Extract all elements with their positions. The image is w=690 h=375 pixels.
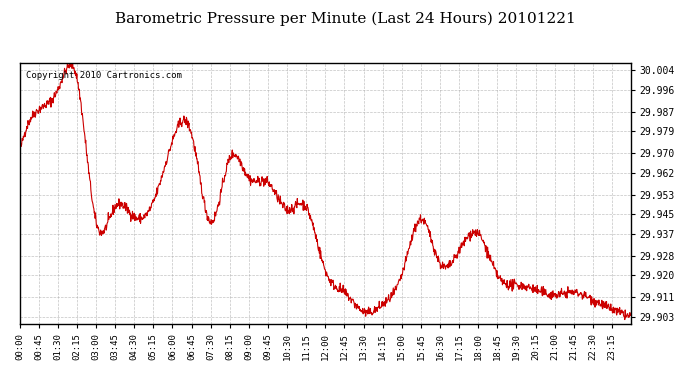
Text: Copyright 2010 Cartronics.com: Copyright 2010 Cartronics.com xyxy=(26,71,181,80)
Text: Barometric Pressure per Minute (Last 24 Hours) 20101221: Barometric Pressure per Minute (Last 24 … xyxy=(115,11,575,26)
